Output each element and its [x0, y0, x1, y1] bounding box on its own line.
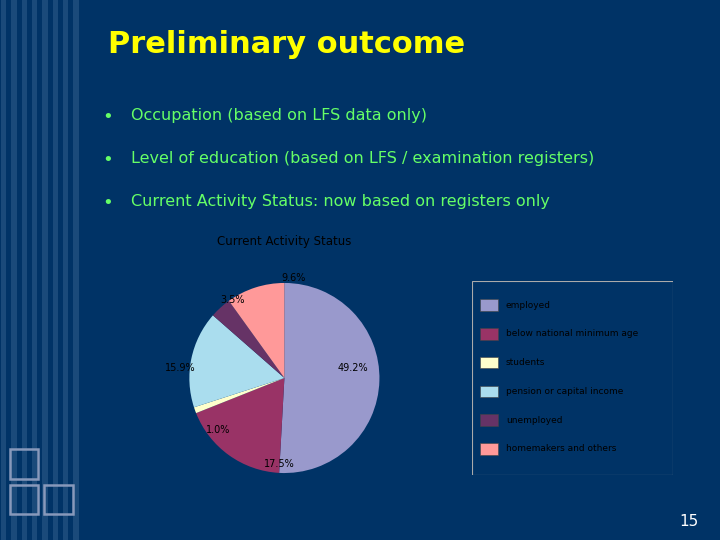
Wedge shape: [194, 378, 284, 413]
Bar: [480, 443, 498, 455]
Bar: [9, 449, 38, 479]
Wedge shape: [196, 378, 284, 473]
Bar: [32, 0, 37, 540]
Bar: [1, 0, 6, 540]
Bar: [42, 0, 48, 540]
Bar: [63, 0, 68, 540]
Text: •: •: [102, 108, 112, 126]
Text: 9.6%: 9.6%: [282, 273, 306, 283]
Text: employed: employed: [506, 301, 551, 309]
Wedge shape: [229, 283, 284, 378]
Text: 15: 15: [679, 514, 698, 529]
Wedge shape: [279, 283, 379, 473]
Bar: [12, 0, 17, 540]
Text: Current Activity Status: now based on registers only: Current Activity Status: now based on re…: [130, 194, 549, 210]
Text: students: students: [506, 358, 545, 367]
Text: 3.5%: 3.5%: [220, 295, 244, 305]
Text: •: •: [102, 151, 112, 169]
Text: 1.0%: 1.0%: [206, 426, 230, 435]
Bar: [73, 0, 78, 540]
Text: Level of education (based on LFS / examination registers): Level of education (based on LFS / exami…: [130, 151, 594, 166]
Wedge shape: [189, 315, 284, 407]
Bar: [480, 386, 498, 397]
Bar: [480, 414, 498, 426]
Bar: [53, 0, 58, 540]
Text: below national minimum age: below national minimum age: [506, 329, 638, 339]
Bar: [480, 299, 498, 311]
Text: 49.2%: 49.2%: [338, 363, 368, 374]
Bar: [22, 0, 27, 540]
Wedge shape: [213, 301, 284, 378]
Text: •: •: [102, 194, 112, 212]
Text: 17.5%: 17.5%: [264, 458, 295, 469]
Bar: [9, 485, 38, 514]
Text: 15.9%: 15.9%: [165, 363, 195, 374]
Text: Current Activity Status: Current Activity Status: [217, 235, 351, 248]
Bar: [480, 357, 498, 368]
Text: homemakers and others: homemakers and others: [506, 444, 616, 454]
Bar: [480, 328, 498, 340]
Text: Occupation (based on LFS data only): Occupation (based on LFS data only): [130, 108, 426, 123]
Text: Preliminary outcome: Preliminary outcome: [108, 30, 465, 59]
Bar: [45, 485, 73, 514]
Text: pension or capital income: pension or capital income: [506, 387, 624, 396]
Text: unemployed: unemployed: [506, 416, 562, 424]
